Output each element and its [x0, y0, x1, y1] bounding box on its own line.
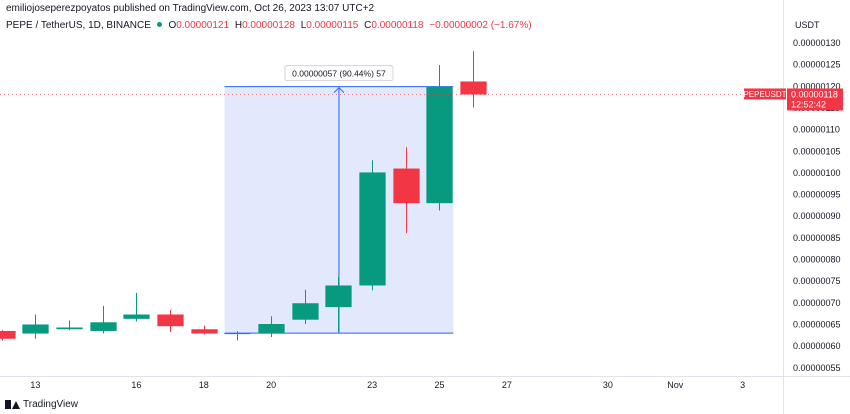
y-tick-label: 0.00000090: [793, 211, 841, 221]
candle-body: [292, 303, 319, 320]
symbol-ohlc-line: PEPE / TetherUS, 1D, BINANCE O0.00000121…: [6, 20, 535, 31]
ohlc-open-label: O: [168, 20, 177, 31]
candle-body: [426, 86, 453, 204]
y-tick-label: 0.00000095: [793, 190, 841, 200]
ohlc-high-label: H: [234, 20, 243, 31]
x-tick-label: 18: [199, 380, 209, 390]
y-tick-label: 0.00000120: [793, 81, 841, 91]
ohlc-open-value: 0.00000121: [176, 20, 230, 31]
x-tick-label: 23: [367, 380, 377, 390]
y-tick-label: 0.00000075: [793, 276, 841, 286]
candle-body: [325, 285, 352, 308]
last-price-value: 0.00000118: [791, 89, 838, 99]
y-tick-label: 0.00000055: [793, 363, 841, 373]
currency-label: USDT: [795, 20, 820, 30]
candle-body: [90, 322, 117, 331]
x-tick-label: 16: [131, 380, 141, 390]
tradingview-brand: TradingView: [23, 399, 79, 410]
measure-arrow-head: [333, 86, 345, 94]
candle-body: [224, 333, 251, 335]
y-tick-label: 0.00000105: [793, 146, 841, 156]
y-tick-label: 0.00000125: [793, 60, 841, 70]
market-status-dot: [156, 22, 162, 28]
measure-label: 0.00000057 (90.44%) 57: [292, 69, 386, 79]
symbol-badge: [744, 88, 786, 100]
x-tick-label: 20: [266, 380, 276, 390]
symbol-badge-label: PEPEUSDT: [743, 90, 786, 99]
candle-body: [22, 324, 49, 334]
countdown-timer: 12:52:42: [791, 99, 826, 109]
ohlc-change: −0.00000002 (−1.67%): [429, 20, 532, 31]
y-tick-label: 0.00000070: [793, 298, 841, 308]
candle-body: [123, 314, 150, 319]
tradingview-logo-icon: [5, 400, 20, 409]
x-tick-label: 25: [434, 380, 444, 390]
measure-label-box: [284, 65, 394, 82]
candle-body: [393, 168, 420, 204]
y-tick-label: 0.00000100: [793, 168, 841, 178]
y-tick-label: 0.00000110: [793, 125, 840, 135]
candle-body: [191, 329, 218, 334]
published-info: emiliojoseperezpoyatos published on Trad…: [6, 3, 375, 14]
symbol-title: PEPE / TetherUS, 1D, BINANCE: [6, 20, 151, 31]
y-tick-label: 0.00000060: [793, 341, 841, 351]
ohlc-low-value: 0.00000115: [306, 20, 359, 31]
ohlc-close-label: C: [364, 20, 372, 31]
candle-body: [157, 314, 184, 327]
ohlc-close-value: 0.00000118: [371, 20, 424, 31]
candle-body: [359, 172, 386, 286]
y-tick-label: 0.00000085: [793, 233, 841, 243]
candle-body: [460, 81, 487, 95]
candle-body: [56, 327, 83, 330]
x-tick-label: 3: [740, 380, 745, 390]
last-price-badge: [787, 88, 843, 111]
x-tick-label: 13: [30, 380, 40, 390]
y-tick-label: 0.00000130: [793, 38, 841, 48]
x-tick-label: 30: [603, 380, 613, 390]
y-tick-label: 0.00000080: [793, 255, 841, 265]
ohlc-low-label: L: [300, 20, 307, 31]
x-tick-label: Nov: [667, 380, 684, 390]
y-tick-label: 0.00000065: [793, 320, 841, 330]
ohlc-high-value: 0.00000128: [242, 20, 295, 31]
candle-body: [258, 324, 285, 334]
candle-body: [0, 330, 16, 339]
x-tick-label: 27: [502, 380, 512, 390]
tradingview-logo: TradingView: [5, 399, 78, 410]
